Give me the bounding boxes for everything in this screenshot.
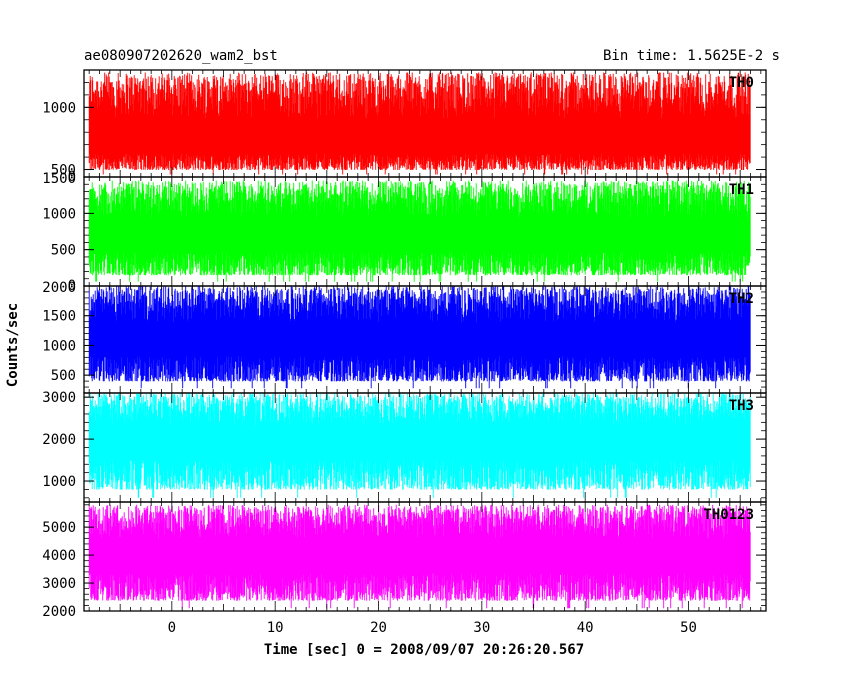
- x-tick-label: 20: [370, 620, 387, 636]
- series-th0: [88, 72, 751, 175]
- x-tick-label: 40: [577, 620, 594, 636]
- y-tick-label: 5000: [42, 520, 76, 536]
- panel-label: TH0123: [703, 507, 754, 523]
- y-tick-label: 1000: [42, 206, 76, 222]
- y-tick-label: 1500: [42, 309, 76, 325]
- y-tick-label: 1000: [42, 100, 76, 116]
- chart-title-right: Bin time: 1.5625E-2 s: [603, 48, 780, 64]
- y-tick-label: 500: [51, 368, 76, 384]
- y-tick-label: 1500: [42, 171, 76, 187]
- y-tick-label: 1000: [42, 474, 76, 490]
- panel-th2: 500 1000 1500 2000 TH2: [42, 280, 767, 394]
- series-th2: [88, 286, 751, 389]
- y-tick-label: 0: [68, 169, 76, 185]
- x-tick-label: 30: [473, 620, 490, 636]
- chart-title-left: ae080907202620_wam2_bst: [84, 48, 278, 64]
- y-tick-label: 2000: [42, 432, 76, 448]
- y-tick-label: 500: [51, 243, 76, 259]
- panel-label: TH1: [729, 182, 754, 198]
- series-th3: [88, 393, 751, 498]
- y-axis-label: Counts/sec: [5, 303, 21, 387]
- x-tick-label: 0: [168, 620, 176, 636]
- panel-label: TH2: [729, 291, 754, 307]
- x-tick-label: 50: [680, 620, 697, 636]
- y-tick-label: 2000: [42, 604, 76, 620]
- panel-label: TH0: [729, 75, 754, 91]
- y-tick-label: 2000: [42, 280, 76, 296]
- series-th1: [88, 180, 751, 282]
- panel-label: TH3: [729, 398, 754, 414]
- y-tick-label: 1000: [42, 338, 76, 354]
- y-tick-label: 3000: [42, 576, 76, 592]
- panel-frame: [83, 501, 767, 612]
- panels-group: 50010000TH0500100001500TH150010001500200…: [42, 69, 767, 636]
- series-th0123: [88, 504, 751, 609]
- y-tick-label: 0: [68, 278, 76, 294]
- panel-th3: 1000 2000 3000 TH3: [42, 390, 767, 503]
- x-axis-label: Time [sec] 0 = 2008/09/07 20:26:20.567: [264, 642, 584, 658]
- x-tick-label: 10: [267, 620, 284, 636]
- panel-th0: 500 1000 0 TH0: [42, 69, 767, 185]
- panel-th0123: 2000 3000 4000 5000 TH0123: [42, 501, 767, 620]
- y-tick-label: 4000: [42, 548, 76, 564]
- y-tick-label: 500: [51, 163, 76, 179]
- y-tick-label: 3000: [42, 390, 76, 406]
